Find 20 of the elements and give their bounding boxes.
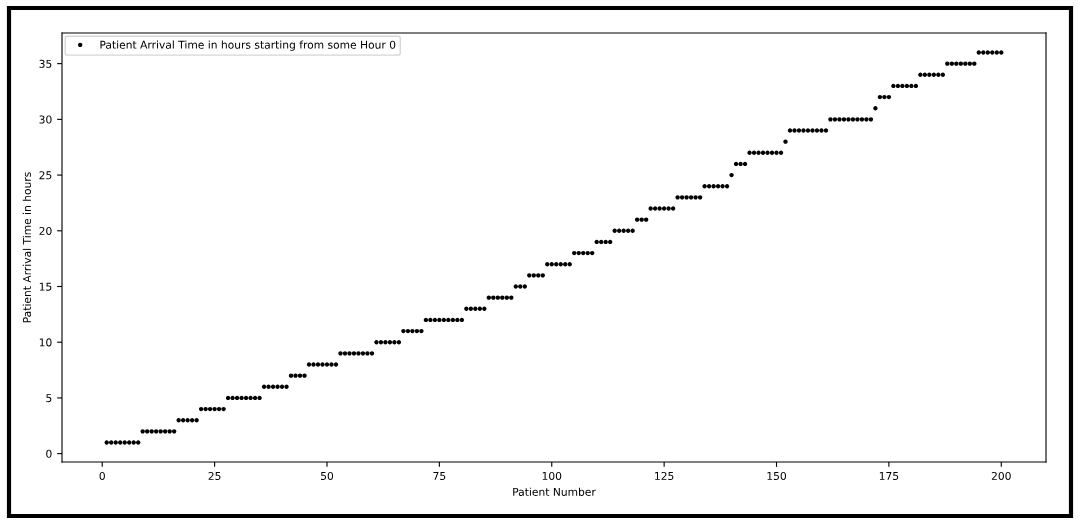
x-axis-title: Patient Number bbox=[513, 487, 596, 496]
legend-label: Patient Arrival Time in hours starting from some Hour 0 bbox=[100, 40, 396, 51]
y-tick-label: 0 bbox=[46, 449, 52, 458]
y-tick-label: 15 bbox=[39, 282, 52, 291]
x-tick-label: 200 bbox=[991, 471, 1011, 480]
x-tick-label: 25 bbox=[208, 471, 221, 480]
y-axis-title: Patient Arrival Time in hours bbox=[22, 172, 32, 323]
x-tick-label: 50 bbox=[321, 471, 334, 480]
y-tick-label: 5 bbox=[46, 394, 52, 403]
x-tick-label: 175 bbox=[879, 472, 899, 480]
x-tick-label: 0 bbox=[99, 471, 105, 480]
y-tick-label: 35 bbox=[39, 59, 52, 68]
y-tick-label: 10 bbox=[39, 338, 52, 347]
x-tick-label: 75 bbox=[433, 472, 446, 480]
y-tick-label: 30 bbox=[39, 115, 52, 124]
x-tick-label: 100 bbox=[542, 471, 562, 480]
y-tick-label: 25 bbox=[39, 171, 52, 180]
x-tick-label: 125 bbox=[655, 471, 674, 480]
y-tick-label: 20 bbox=[39, 226, 52, 235]
x-tick-label: 150 bbox=[767, 471, 787, 480]
